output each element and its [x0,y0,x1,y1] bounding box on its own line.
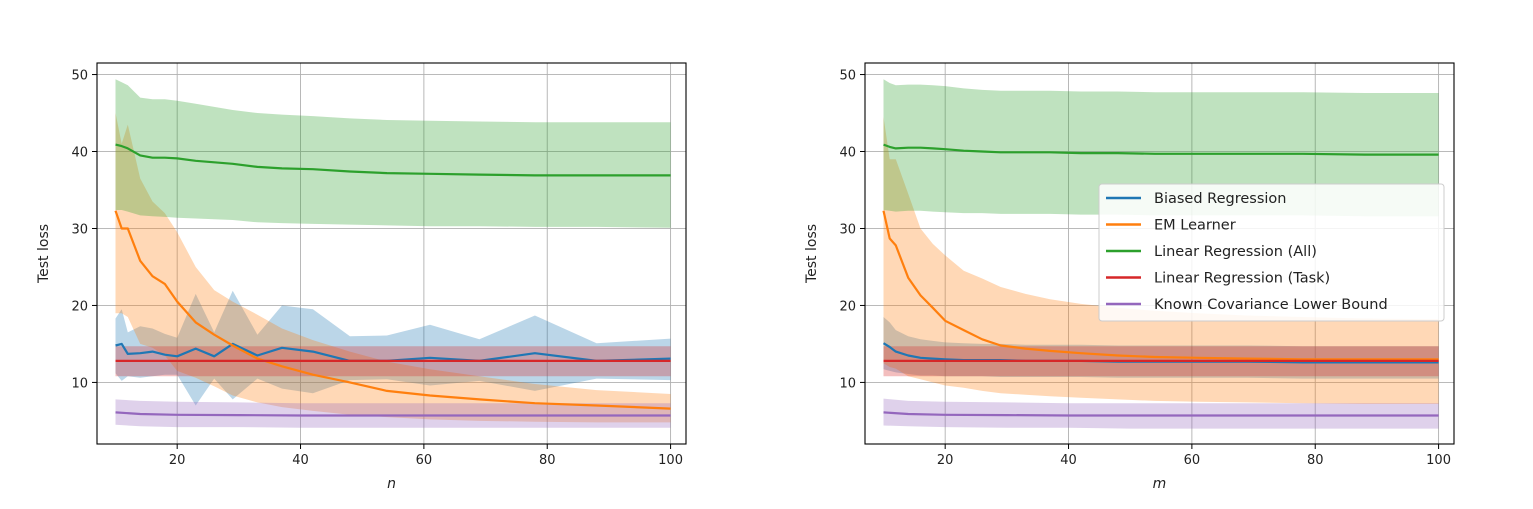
line-known-covariance-lower-bound [883,411,1439,417]
y-tick-label: 10 [839,376,856,391]
x-axis-label: m [1153,476,1167,492]
band-known-covariance-lower-bound [883,398,1439,429]
x-axis-label: n [387,476,396,492]
x-tick-label: 40 [292,453,309,468]
x-tick-label: 100 [1426,453,1451,468]
band-em-learner [883,116,1439,405]
chart-panel-2: 20 40 60 80 100 10 20 30 40 50 m Test loss Biased Re… [804,62,1455,492]
y-tick-label: 50 [839,69,856,84]
legend-label-known-covariance-lower-bound: Known Covariance Lower Bound [1154,297,1388,313]
x-tick-label: 20 [169,453,186,468]
y-tick-label: 30 [71,222,88,237]
band-known-covariance-lower-bound [115,399,671,428]
y-tick-label: 50 [71,69,88,84]
legend-label-linear-regression-all: Linear Regression (All) [1154,244,1317,260]
line-em-learner [114,210,671,410]
legend-label-em-learner: EM Learner [1154,218,1236,234]
line-em-learner [882,210,1439,361]
y-axis-label: Test loss [804,224,820,284]
line-linear-regression-all [115,143,671,177]
band-em-learner [115,113,671,423]
legend-box [1098,183,1445,322]
legend: Biased Regression EM Learner Linear Regres… [1098,183,1445,322]
x-tick-label: 80 [539,453,556,468]
x-tick-label: 80 [1307,453,1324,468]
x-tick-label: 40 [1060,453,1077,468]
line-linear-regression-all [883,143,1439,156]
y-tick-label: 10 [71,376,88,391]
y-tick-label: 40 [71,146,88,161]
axes-frame [864,62,1455,445]
y-tick-label: 20 [71,299,88,314]
x-tick-label: 60 [416,453,433,468]
axes-frame [96,62,687,445]
x-tick-label: 100 [658,453,683,468]
x-tick-label: 20 [937,453,954,468]
chart-panel-1: 20 40 60 80 100 10 20 30 40 50 n Test loss [36,62,687,492]
y-axis-label: Test loss [36,224,52,284]
x-tick-label: 60 [1184,453,1201,468]
band-biased-regression [115,290,671,406]
y-tick-label: 20 [839,299,856,314]
y-tick-label: 40 [839,146,856,161]
band-linear-regression-all [883,79,1439,217]
legend-label-linear-regression-task: Linear Regression (Task) [1154,271,1330,287]
line-known-covariance-lower-bound [115,411,671,417]
legend-label-biased-regression: Biased Regression [1154,191,1286,207]
y-tick-label: 30 [839,222,856,237]
band-linear-regression-all [115,79,671,228]
